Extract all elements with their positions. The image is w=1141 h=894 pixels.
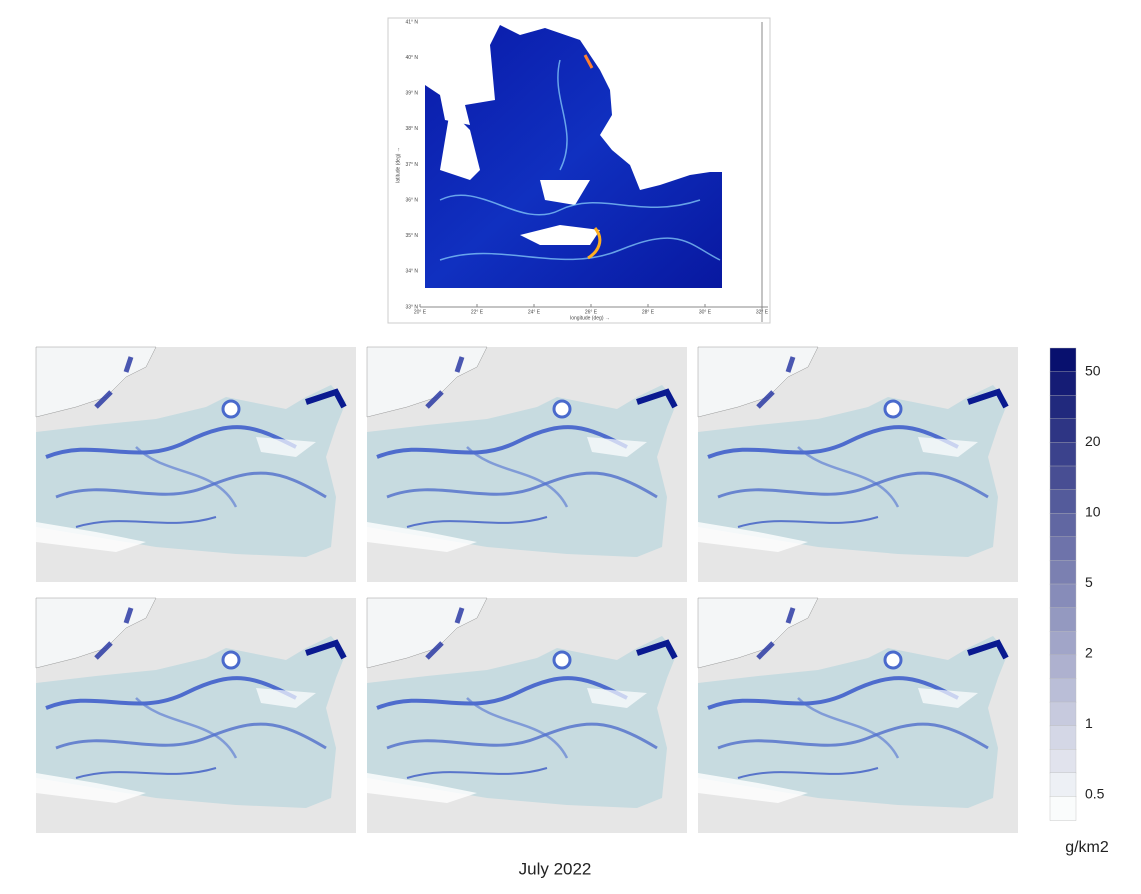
y-tick-label: 35° N xyxy=(405,233,418,239)
y-tick-label: 40° N xyxy=(405,55,418,61)
colorbar-tick-label: 20 xyxy=(1085,433,1101,449)
colorbar-unit: g/km2 xyxy=(1065,839,1109,856)
colorbar-band xyxy=(1049,465,1077,491)
colorbar-band xyxy=(1049,489,1077,514)
current-field xyxy=(425,25,722,288)
map-panel xyxy=(698,347,1018,582)
y-tick-label: 39° N xyxy=(405,91,418,97)
y-tick-label: 37° N xyxy=(405,162,418,168)
y-tick-label: 38° N xyxy=(405,126,418,132)
map-panel xyxy=(36,347,356,582)
x-tick-label: 26° E xyxy=(585,309,598,315)
y-axis-label: latitude (deg) → xyxy=(395,147,401,183)
map-panel xyxy=(367,598,687,833)
caption: July 2022 xyxy=(519,859,592,878)
colorbar-band xyxy=(1049,347,1077,373)
colorbar-band xyxy=(1049,701,1077,727)
colorbar-tick-label: 0.5 xyxy=(1085,786,1105,802)
colorbar-band xyxy=(1049,678,1077,703)
x-axis-label: longitude (deg) → xyxy=(570,315,610,321)
hotspot xyxy=(587,227,602,260)
x-tick-label: 20° E xyxy=(414,309,427,315)
colorbar-band xyxy=(1049,513,1077,538)
colorbar-band xyxy=(1049,560,1077,585)
hotspot xyxy=(583,54,594,69)
x-tick-label: 30° E xyxy=(699,309,712,315)
colorbar-band xyxy=(1049,796,1077,821)
colorbar-tick-label: 5 xyxy=(1085,574,1093,590)
y-tick-label: 36° N xyxy=(405,197,418,203)
colorbar-band xyxy=(1049,772,1077,798)
x-tick-label: 28° E xyxy=(642,309,655,315)
colorbar-band xyxy=(1049,725,1077,750)
colorbar-band xyxy=(1049,749,1077,774)
map-panel xyxy=(36,598,356,833)
map-panel xyxy=(367,347,687,582)
colorbar-band xyxy=(1049,631,1077,656)
y-tick-label: 41° N xyxy=(405,19,418,25)
x-tick-label: 24° E xyxy=(528,309,541,315)
y-tick-label: 33° N xyxy=(405,304,418,310)
colorbar-band xyxy=(1049,371,1077,396)
island xyxy=(520,225,600,245)
colorbar-band xyxy=(1049,607,1077,632)
y-tick-label: 34° N xyxy=(405,269,418,275)
x-tick-label: 22° E xyxy=(471,309,484,315)
colorbar-band xyxy=(1049,536,1077,562)
colorbar-tick-label: 50 xyxy=(1085,363,1101,379)
colorbar-band xyxy=(1049,442,1077,467)
x-tick-label: 32° E xyxy=(756,309,769,315)
colorbar-band xyxy=(1049,583,1077,609)
colorbar-band xyxy=(1049,395,1077,420)
colorbar-tick-label: 1 xyxy=(1085,715,1093,731)
colorbar-band xyxy=(1049,418,1077,444)
colorbar-band xyxy=(1049,654,1077,680)
current-streaks xyxy=(439,59,721,261)
land xyxy=(440,110,590,205)
colorbar-tick-label: 10 xyxy=(1085,504,1101,520)
map-panel xyxy=(698,598,1018,833)
colorbar-tick-label: 2 xyxy=(1085,645,1093,661)
